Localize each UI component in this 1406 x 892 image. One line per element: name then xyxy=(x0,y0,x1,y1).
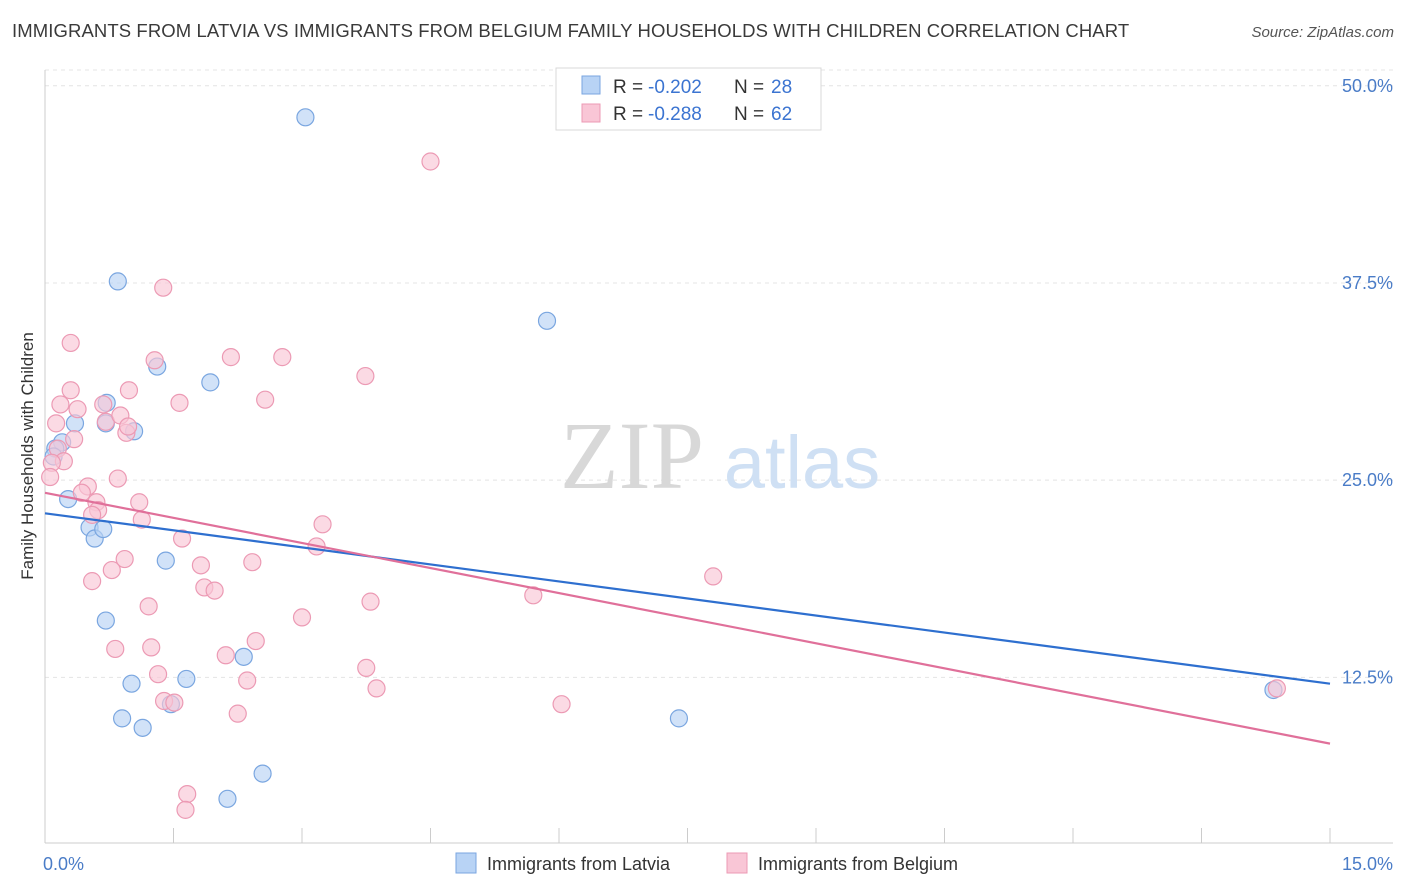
data-point-belgium xyxy=(172,529,192,548)
y-axis-title-group: Family Households with Children xyxy=(18,332,37,580)
watermark: ZIP atlas xyxy=(560,402,880,509)
trend-lines xyxy=(44,491,1331,745)
data-points xyxy=(41,108,1286,819)
data-point-belgium xyxy=(51,395,70,414)
y-axis-title: Family Households with Children xyxy=(18,332,37,580)
bottom-legend-belgium: Immigrants from Belgium xyxy=(758,854,958,874)
data-point-belgium xyxy=(72,483,91,502)
y-tick-label: 25.0% xyxy=(1342,470,1393,490)
legend-belgium-n-label: N = xyxy=(734,104,764,125)
data-point-belgium xyxy=(421,152,440,171)
data-point-latvia xyxy=(177,669,196,689)
y-tick-label: 12.5% xyxy=(1342,667,1393,687)
data-point-belgium xyxy=(130,493,149,512)
data-point-latvia xyxy=(218,789,237,808)
trend-line-latvia xyxy=(44,512,1331,685)
data-point-belgium xyxy=(119,381,139,400)
data-point-belgium xyxy=(139,597,158,616)
data-point-latvia xyxy=(669,709,689,728)
data-point-latvia xyxy=(296,108,315,127)
legend-belgium-n-value: 62 xyxy=(771,104,792,125)
y-tick-label: 50.0% xyxy=(1342,76,1393,96)
x-tick-label: 15.0% xyxy=(1342,854,1393,874)
data-point-latvia xyxy=(108,272,127,291)
data-point-belgium xyxy=(61,381,80,400)
data-point-belgium xyxy=(221,348,240,367)
data-point-latvia xyxy=(537,311,557,330)
data-point-belgium xyxy=(357,658,376,677)
chart-title: IMMIGRANTS FROM LATVIA VS IMMIGRANTS FRO… xyxy=(12,20,1130,41)
data-point-belgium xyxy=(361,592,380,611)
source-label: Source: ZipAtlas.com xyxy=(1251,24,1394,41)
data-point-belgium xyxy=(165,693,184,712)
x-tick-label: 0.0% xyxy=(43,854,84,874)
legend-swatch-belgium xyxy=(581,103,601,123)
data-point-belgium xyxy=(243,553,262,572)
grid-lines xyxy=(45,69,1393,678)
trend-line-belgium xyxy=(44,491,1331,745)
legend-belgium-r-value: -0.288 xyxy=(648,104,702,125)
data-point-latvia xyxy=(96,611,115,630)
data-point-latvia xyxy=(112,709,132,728)
data-point-belgium xyxy=(273,348,292,367)
data-point-belgium xyxy=(47,414,66,433)
bottom-legend-swatch-latvia xyxy=(455,852,477,874)
data-point-belgium xyxy=(246,631,265,651)
legend-latvia-n-label: N = xyxy=(734,77,764,98)
data-point-latvia xyxy=(156,551,175,570)
data-point-belgium xyxy=(238,671,257,690)
data-point-latvia xyxy=(122,674,141,693)
data-point-belgium xyxy=(205,581,224,600)
y-tick-label: 37.5% xyxy=(1342,273,1393,293)
data-point-belgium xyxy=(367,679,386,698)
data-point-belgium xyxy=(228,704,247,723)
data-point-belgium xyxy=(154,278,173,297)
legend-latvia-r-value: -0.202 xyxy=(648,77,702,98)
data-point-belgium xyxy=(142,638,161,657)
watermark-atlas: atlas xyxy=(724,421,880,504)
data-point-belgium xyxy=(106,639,125,659)
data-point-latvia xyxy=(201,373,220,392)
data-point-belgium xyxy=(292,608,312,627)
data-point-belgium xyxy=(61,333,80,353)
data-point-belgium xyxy=(65,430,84,449)
data-point-belgium xyxy=(118,417,138,436)
data-point-belgium xyxy=(176,800,195,819)
data-point-belgium xyxy=(191,556,211,575)
data-point-latvia xyxy=(94,519,113,539)
data-point-belgium xyxy=(356,366,375,386)
bottom-legend-swatch-belgium xyxy=(726,852,748,874)
data-point-latvia xyxy=(234,647,253,666)
watermark-zip: ZIP xyxy=(560,402,704,509)
data-point-belgium xyxy=(83,572,102,591)
data-point-belgium xyxy=(145,351,164,370)
legend-latvia-r-label: R = xyxy=(613,77,643,98)
data-point-belgium xyxy=(115,549,134,569)
data-point-belgium xyxy=(256,390,275,409)
data-point-belgium xyxy=(94,395,113,414)
data-point-belgium xyxy=(108,469,127,488)
data-point-belgium xyxy=(148,665,168,684)
data-point-belgium xyxy=(1267,679,1286,698)
data-point-belgium xyxy=(41,467,60,487)
data-point-belgium xyxy=(102,560,121,580)
data-point-belgium xyxy=(524,586,543,605)
legend-bottom: Immigrants from Latvia Immigrants from B… xyxy=(455,852,958,874)
legend-top: R = -0.202 N = 28 R = -0.288 N = 62 xyxy=(555,67,822,131)
legend-belgium-r-label: R = xyxy=(613,104,643,125)
data-point-belgium xyxy=(216,646,235,665)
data-point-belgium xyxy=(313,515,332,534)
data-point-belgium xyxy=(704,567,723,586)
data-point-belgium xyxy=(178,784,197,804)
data-point-belgium xyxy=(68,400,87,419)
legend-latvia-n-value: 28 xyxy=(771,77,792,98)
bottom-legend-latvia: Immigrants from Latvia xyxy=(487,854,671,874)
axes: 12.5% 25.0% 37.5% 50.0% 0.0% 15.0% xyxy=(43,70,1393,874)
data-point-latvia xyxy=(253,764,272,783)
data-point-belgium xyxy=(552,695,571,714)
legend-swatch-latvia xyxy=(581,75,601,95)
data-point-latvia xyxy=(133,718,152,737)
data-point-belgium xyxy=(170,393,189,412)
